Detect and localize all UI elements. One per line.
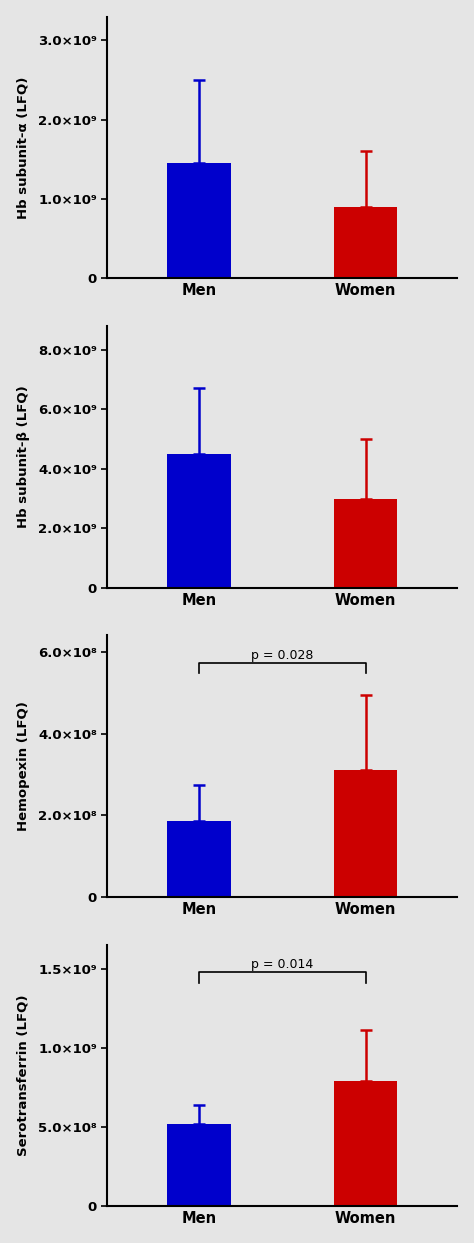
Y-axis label: Hb subunit-α (LFQ): Hb subunit-α (LFQ) — [17, 76, 30, 219]
Text: p = 0.028: p = 0.028 — [251, 649, 313, 661]
Bar — [167, 822, 231, 897]
Bar — [167, 454, 231, 588]
Y-axis label: Hb subunit-β (LFQ): Hb subunit-β (LFQ) — [17, 385, 30, 528]
Bar — [167, 163, 231, 278]
Bar — [334, 498, 397, 588]
Bar — [334, 771, 397, 897]
Y-axis label: Serotransferrin (LFQ): Serotransferrin (LFQ) — [17, 994, 30, 1156]
Text: p = 0.014: p = 0.014 — [251, 958, 313, 971]
Bar — [334, 208, 397, 278]
Y-axis label: Hemopexin (LFQ): Hemopexin (LFQ) — [17, 701, 30, 832]
Bar — [334, 1081, 397, 1207]
Bar — [167, 1124, 231, 1207]
